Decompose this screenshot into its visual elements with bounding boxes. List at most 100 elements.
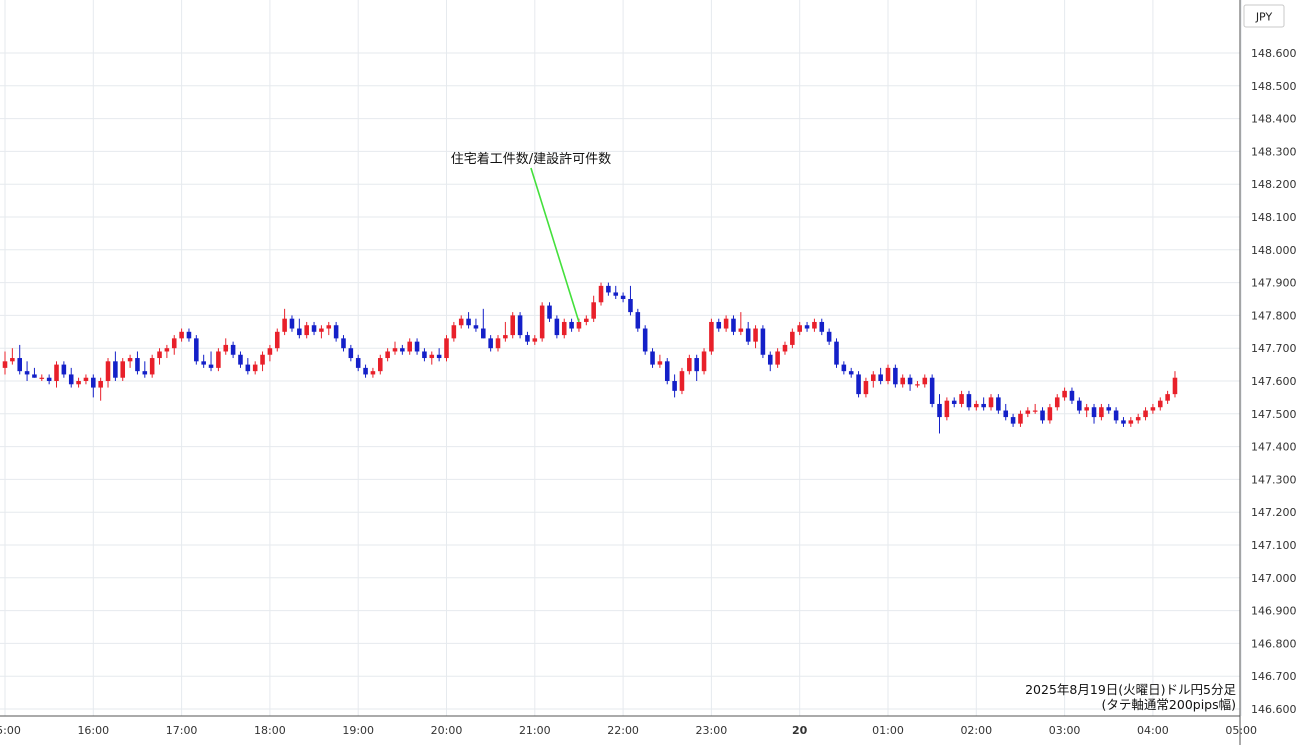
candle-body (510, 315, 516, 336)
candle-body (120, 361, 126, 378)
candle-body (1113, 410, 1119, 421)
time-tick-label: 16:00 (77, 724, 109, 737)
candle-body (142, 371, 148, 375)
candle-body (959, 394, 964, 404)
candles (2, 282, 1178, 434)
candle (525, 331, 530, 345)
candle (1084, 403, 1089, 418)
candle-body (436, 354, 442, 359)
candle (245, 358, 251, 375)
candle-body (532, 338, 538, 342)
candle-body (422, 351, 427, 359)
price-tick-label: 146.900 (1251, 605, 1297, 618)
candle (451, 321, 457, 342)
price-tick-label: 146.700 (1251, 670, 1297, 683)
candle-body (370, 371, 376, 375)
time-tick-label: 20 (792, 724, 808, 737)
candle-body (407, 341, 412, 352)
candle (17, 344, 22, 375)
candle (635, 308, 641, 332)
candle-body (333, 325, 339, 339)
candle (311, 321, 317, 336)
candle-body (341, 338, 346, 349)
price-tick-label: 148.600 (1251, 47, 1297, 60)
candle-body (539, 305, 545, 339)
candle (348, 344, 354, 362)
candle-body (17, 358, 22, 372)
candle (826, 328, 832, 345)
candle (61, 361, 67, 378)
time-tick-label: 03:00 (1049, 724, 1081, 737)
candle-body (260, 354, 265, 365)
candle (841, 361, 847, 375)
price-tick-label: 147.600 (1251, 375, 1297, 388)
caption-date: 2025年8月19日(火曜日)ドル円5分足 (1025, 682, 1236, 697)
candle (252, 361, 258, 375)
candle (503, 321, 508, 342)
candle-body (1165, 394, 1170, 401)
candle-body (488, 338, 493, 349)
candle-body (951, 400, 957, 404)
candle-body (194, 338, 199, 362)
price-axis: 148.600 148.500 148.400 148.300 148.200 148.1… (1251, 47, 1297, 716)
candle (554, 315, 560, 339)
candle-body (753, 328, 758, 342)
candle (297, 318, 302, 339)
candle (650, 348, 655, 368)
candle (429, 351, 435, 365)
candle (584, 315, 589, 326)
candle-body (584, 318, 589, 322)
price-tick-label: 147.100 (1251, 539, 1297, 552)
candle-body (687, 358, 692, 372)
candle-body (238, 354, 243, 365)
candle (2, 351, 8, 375)
currency-box[interactable]: JPY (1243, 4, 1285, 28)
candle-body (790, 331, 795, 345)
candle (377, 354, 383, 375)
candle-body (245, 364, 251, 372)
candle-body (1010, 417, 1016, 424)
time-tick-label: 17:00 (166, 724, 198, 737)
candle-body (444, 338, 449, 359)
candle-body (1003, 410, 1009, 418)
candle (1069, 387, 1075, 404)
candle-body (1121, 420, 1126, 424)
candle-body (878, 374, 883, 381)
candle (319, 325, 324, 339)
candle (628, 285, 633, 316)
candle-body (127, 358, 133, 362)
candle-body (863, 381, 869, 395)
candle-body (981, 403, 986, 408)
candle-body (547, 305, 552, 319)
candle-body (1099, 407, 1104, 418)
candle-body (289, 318, 295, 329)
candle (951, 397, 957, 408)
candle (157, 348, 162, 365)
candle-body (54, 364, 59, 381)
candle (1135, 413, 1141, 424)
candle (32, 367, 37, 378)
candle-body (157, 351, 162, 359)
candle-body (635, 312, 641, 329)
candle-body (1040, 410, 1045, 421)
candle (1099, 403, 1104, 421)
candle-body (922, 377, 928, 385)
candle-body (149, 358, 155, 375)
candle (407, 338, 412, 355)
candle (848, 367, 854, 378)
price-tick-label: 147.000 (1251, 572, 1297, 585)
candle-body (812, 321, 817, 329)
candle-body (672, 381, 677, 391)
candle (1143, 407, 1148, 421)
candle-body (135, 358, 140, 372)
candle-body (392, 348, 398, 352)
candle (194, 335, 199, 365)
candle (1018, 410, 1023, 427)
candle-body (458, 318, 464, 326)
price-tick-label: 148.100 (1251, 211, 1297, 224)
candle (1054, 394, 1060, 411)
candle-body (885, 367, 891, 381)
candle-body (216, 351, 221, 368)
time-tick-label: 23:00 (696, 724, 728, 737)
